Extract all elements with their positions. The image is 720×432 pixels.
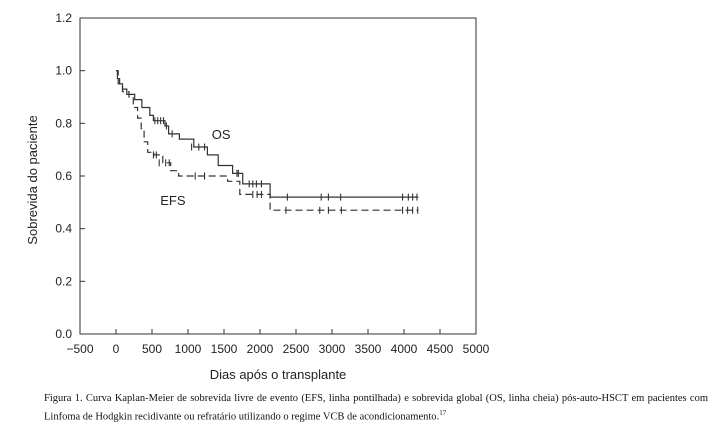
figure-caption-reference: 17	[439, 409, 447, 417]
x-tick-label: 4000	[391, 342, 418, 356]
x-tick-label: 1500	[211, 342, 238, 356]
y-tick-label: 0.8	[55, 116, 72, 130]
figure-caption: Figura 1. Curva Kaplan-Meier de sobrevid…	[44, 392, 708, 425]
efs-curve	[116, 70, 419, 211]
x-tick-label: 3500	[355, 342, 382, 356]
x-tick-label: 5000	[463, 342, 490, 356]
plot-frame	[79, 17, 477, 335]
y-tick-label: 0.2	[55, 274, 72, 288]
os-curve	[116, 70, 419, 198]
figure-caption-text: Figura 1. Curva Kaplan-Meier de sobrevid…	[44, 393, 708, 423]
y-tick-label: 0.6	[55, 169, 72, 183]
os-series-label: OS	[212, 127, 231, 142]
kaplan-meier-chart: −500 0 500 1000 1500 2000 2500 3000 3500 4000 4500…	[25, 11, 490, 382]
x-tick-label: 1000	[175, 342, 202, 356]
chart-axes: −500 0 500 1000 1500 2000 2500 3000 3500 4000 4500…	[55, 11, 489, 356]
y-axis-title: Sobrevida do paciente	[25, 115, 40, 244]
y-tick-label: 0.4	[55, 222, 72, 236]
x-tick-label: 3000	[319, 342, 346, 356]
chart-series	[116, 70, 419, 214]
x-tick-label: 4500	[427, 342, 454, 356]
x-tick-label: 2500	[283, 342, 310, 356]
x-tick-label: 2000	[247, 342, 274, 356]
x-tick-label: −500	[66, 342, 93, 356]
x-tick-label: 0	[113, 342, 120, 356]
chart-series-labels: OS EFS	[160, 127, 231, 208]
x-axis-title: Dias após o transplante	[210, 367, 347, 382]
x-tick-label: 500	[142, 342, 162, 356]
efs-series-label: EFS	[160, 193, 186, 208]
y-tick-label: 1.2	[55, 11, 72, 25]
y-tick-label: 0.0	[55, 327, 72, 341]
y-tick-label: 1.0	[55, 64, 72, 78]
